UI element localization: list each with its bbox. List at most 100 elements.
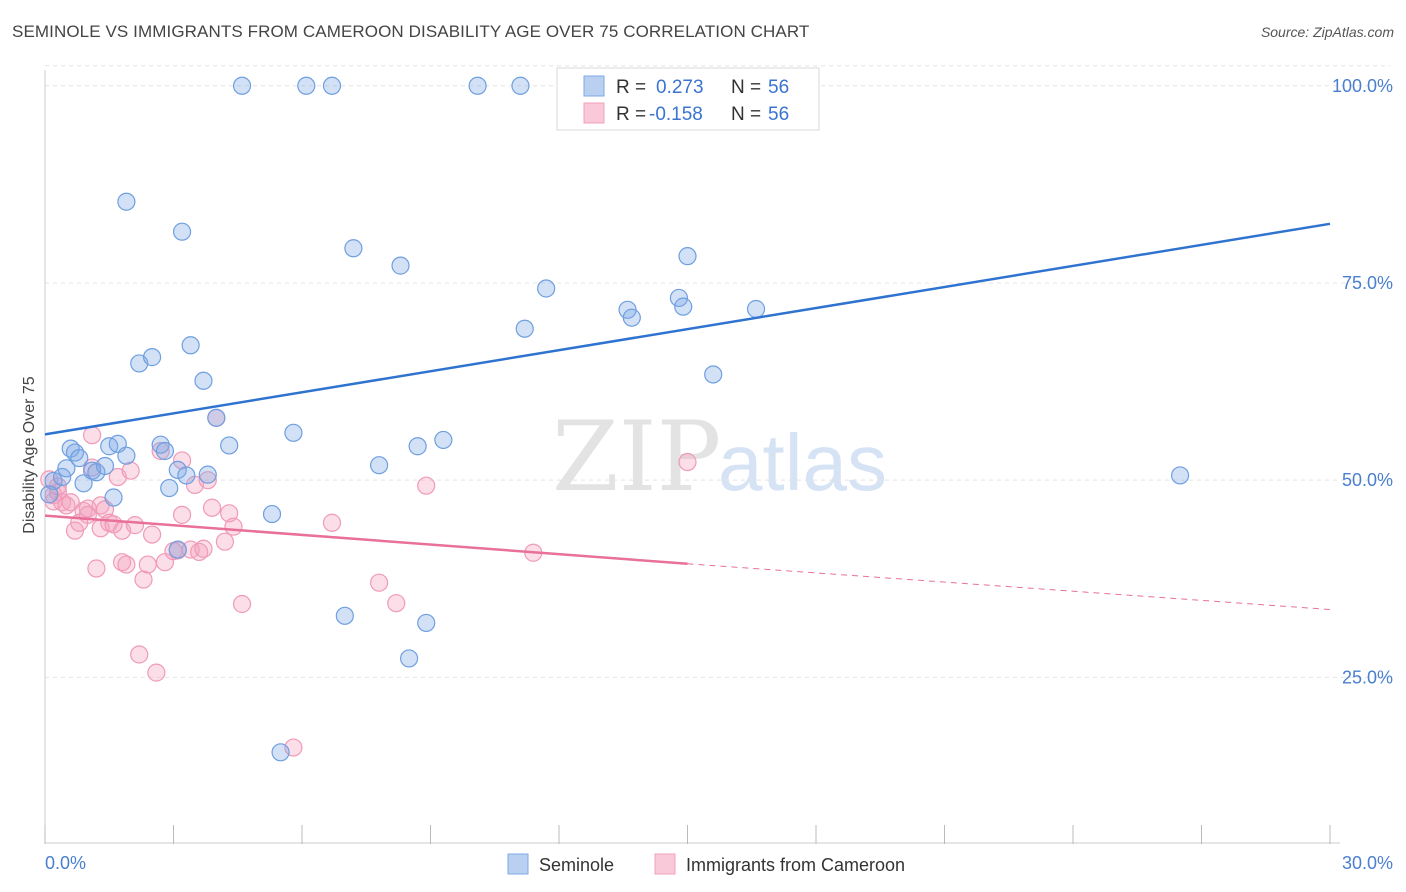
seminole-point [335,606,354,625]
seminole-point [57,459,76,478]
cameroon-point [134,570,153,589]
seminole-point [220,436,239,455]
cameroon-point [125,516,145,535]
legend-n-label-2: N = [731,104,761,125]
seminole-point [104,488,123,507]
cameroon-trend-extension [687,563,1331,611]
seminole-point [160,478,179,498]
y-tick-label: 75.0% [1342,273,1393,293]
cameroon-point [172,505,192,524]
seminole-point [142,348,162,367]
seminole-point [537,279,556,298]
cameroon-point [138,555,157,574]
x-tick-labels: 0.0% 30.0% [45,853,1393,873]
seminole-point [53,467,72,487]
seminole-point [172,222,192,241]
cameroon-point [202,498,222,517]
seminole-point [434,430,453,450]
cameroon-point [78,505,97,524]
seminole-point [117,446,136,465]
cameroon-point [194,539,213,558]
cameroon-point [224,517,243,536]
seminole-point [232,76,252,95]
cameroon-point [83,426,102,445]
legend-r-value-2: -0.158 [649,104,703,125]
y-tick-label: 25.0% [1342,667,1393,687]
trend-lines [44,222,1331,611]
cameroon-point [147,663,166,682]
seminole-point [44,471,63,491]
seminole-point [155,441,175,461]
seminole-point [262,504,282,524]
seminole-point [391,256,410,275]
seminole-point [168,540,187,559]
seminole-point [95,456,115,476]
y-tick-labels: 25.0% 50.0% 75.0% 100.0% [1332,76,1393,688]
seminole-point [271,743,290,762]
cameroon-point [387,594,406,613]
cameroon-point [215,532,234,551]
seminole-point [297,76,316,95]
cameroon-point [172,451,192,470]
bottom-legend-seminole: Seminole [539,855,614,875]
seminole-points [40,76,1190,762]
seminole-point [198,465,217,484]
axes [44,70,1340,844]
seminole-point [678,247,697,266]
cameroon-point [322,513,342,532]
cameroon-point [232,594,252,614]
y-tick-label: 50.0% [1342,470,1393,490]
series-legend: Seminole Immigrants from Cameroon [507,853,905,875]
cameroon-point [61,493,80,512]
cameroon-point [370,573,389,592]
seminole-point [194,371,213,390]
cameroon-point [87,559,106,578]
legend-n-label-1: N = [731,77,761,98]
bottom-legend-cameroon: Immigrants from Cameroon [686,855,905,875]
y-axis-label: Disability Age Over 75 [21,376,38,534]
seminole-point [704,365,723,384]
seminole-point [417,613,436,633]
seminole-point [284,423,303,442]
chart-title: SEMINOLE VS IMMIGRANTS FROM CAMEROON DIS… [12,22,810,41]
cameroon-point [220,504,239,523]
legend-r-value-1: 0.273 [656,77,704,98]
seminole-point [117,192,136,211]
watermark-atlas: atlas [718,418,887,507]
seminole-point [515,319,534,338]
seminole-point [674,297,693,316]
seminole-point [1170,466,1190,485]
seminole-point [468,76,487,95]
seminole-point [511,76,530,95]
seminole-trend-line [44,222,1331,436]
legend-r-label-1: R = [616,77,646,98]
bottom-legend-swatch-seminole [507,853,529,875]
cameroon-point [117,555,136,574]
seminole-point [74,474,93,493]
seminole-point [322,76,342,95]
y-tick-label: 100.0% [1332,76,1393,96]
legend-n-value-2: 56 [768,104,789,125]
legend-swatch-seminole [583,75,605,97]
x-tick-label: 0.0% [45,853,86,873]
x-tick-label: 30.0% [1342,853,1393,873]
seminole-point [669,288,689,308]
cameroon-point [130,645,149,664]
seminole-point [370,456,389,475]
cameroon-point [121,461,140,480]
seminole-point [399,649,419,668]
watermark-zip: ZIP [552,401,721,513]
correlation-legend: R = 0.273 N = 56 R = -0.158 N = 56 [556,67,820,131]
source-label: Source: ZipAtlas.com [1260,24,1394,40]
seminole-point [40,485,59,504]
legend-n-value-1: 56 [768,77,789,98]
cameroon-point [198,471,217,490]
bottom-legend-swatch-cameroon [654,853,676,875]
legend-r-label-2: R = [616,104,646,125]
cameroon-trend-line [44,514,688,566]
legend-swatch-cameroon [583,102,605,124]
seminole-point [622,308,641,327]
cameroon-point [678,452,697,472]
seminole-point [207,408,226,427]
